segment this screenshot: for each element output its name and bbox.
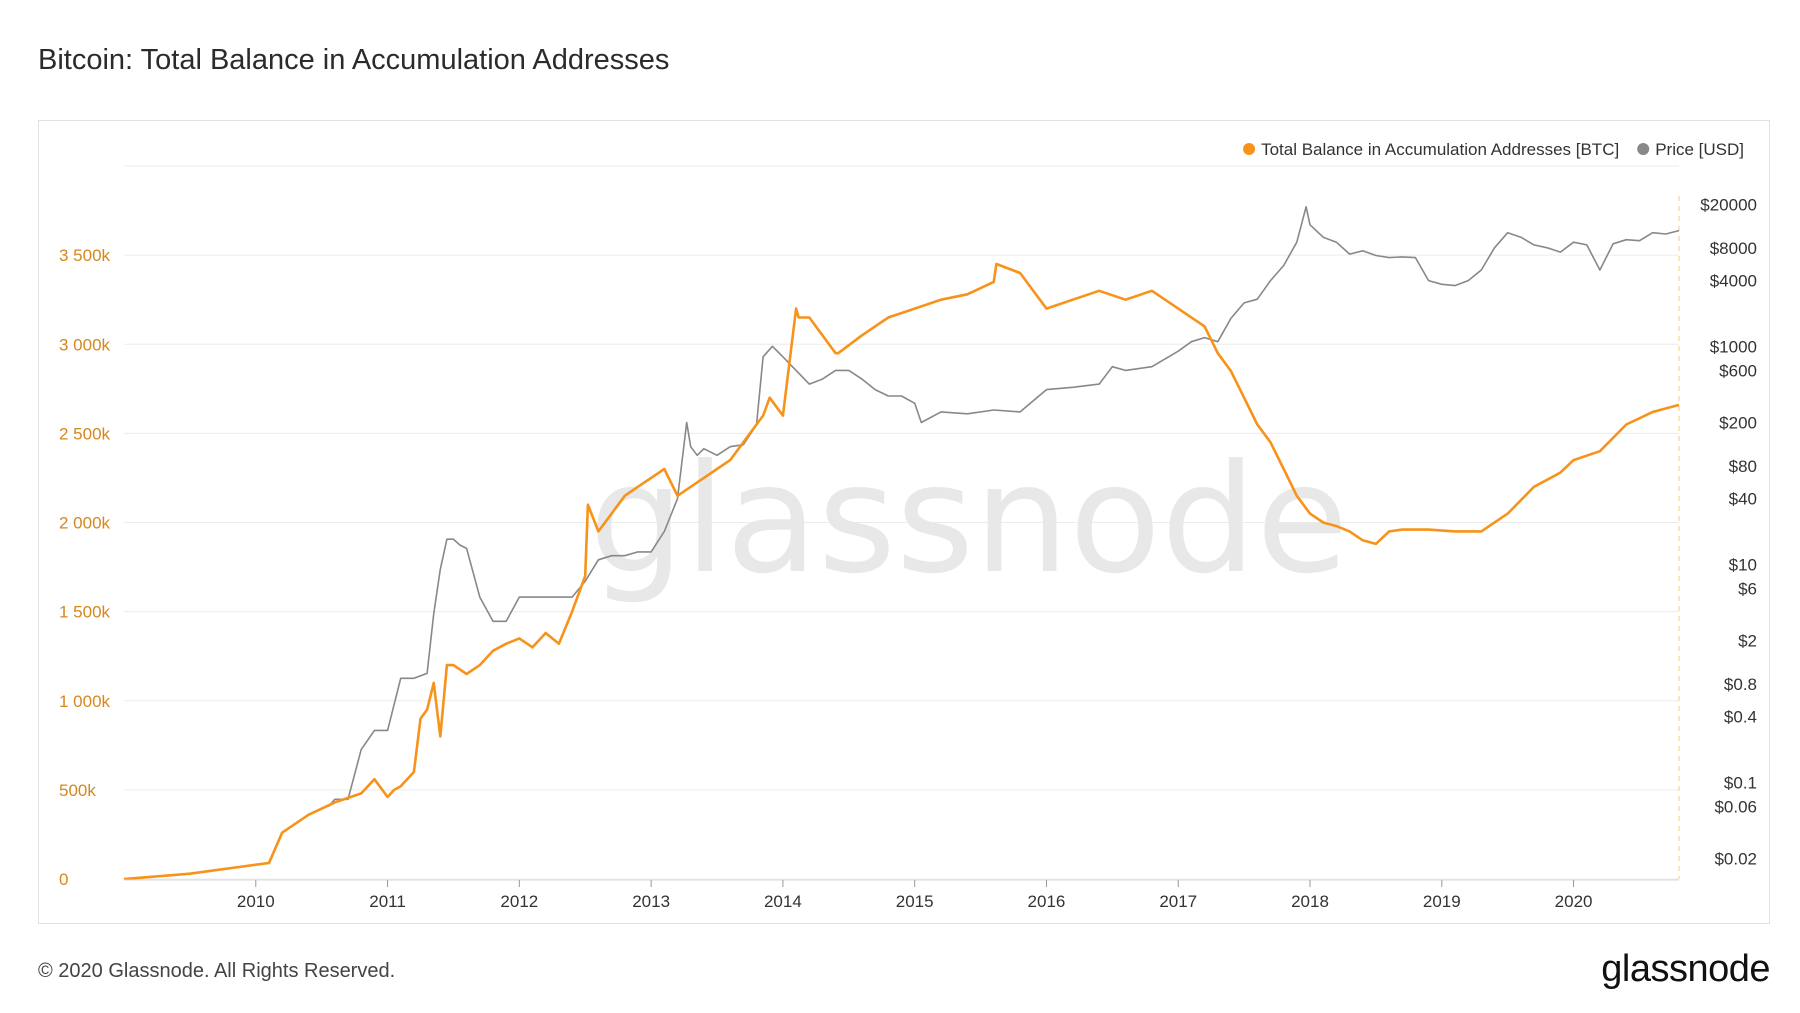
legend: Price [USD] Total Balance in Accumulation… — [1243, 140, 1744, 159]
left-axis-ticks: 0 500k 1 000k 1 500k 2 000k 2 500k 3 000k 3 500… — [59, 246, 111, 889]
x-tick-label: 2015 — [896, 892, 934, 911]
x-tick-label: 2013 — [632, 892, 670, 911]
right-tick-label: $10 — [1729, 555, 1757, 574]
right-tick-label: $40 — [1729, 490, 1757, 509]
chart-svg: glassnode 0 500k 1 000k 1 500k 2 000k 2 500k 3… — [59, 140, 1757, 911]
left-tick-label: 2 500k — [59, 424, 111, 443]
right-tick-label: $0.06 — [1714, 798, 1757, 817]
left-tick-label: 2 000k — [59, 514, 111, 533]
right-tick-label: $200 — [1719, 413, 1757, 432]
x-tick-label: 2018 — [1291, 892, 1329, 911]
x-tick-label: 2011 — [369, 892, 406, 911]
chart-panel: glassnode 0 500k 1 000k 1 500k 2 000k 2 500k 3… — [38, 120, 1770, 924]
right-tick-label: $2 — [1738, 632, 1757, 651]
x-tick-label: 2014 — [764, 892, 802, 911]
legend-label: Price [USD] — [1655, 140, 1744, 159]
right-axis-ticks: $0.02 $0.06 $0.1 $0.4 $0.8 $2 $6 $10 $40 $80 $200 $… — [1700, 195, 1757, 868]
right-tick-label: $1000 — [1710, 337, 1757, 356]
legend-marker — [1243, 143, 1256, 155]
balance-series — [123, 262, 1680, 881]
x-tick-label: 2017 — [1159, 892, 1197, 911]
price-series — [327, 206, 1680, 808]
x-axis-ticks: 2010 2011 2012 2013 2014 2015 2016 2017 2018 2019… — [124, 879, 1679, 911]
right-tick-label: $600 — [1719, 361, 1757, 380]
x-tick-label: 2020 — [1555, 892, 1593, 911]
copyright-text: © 2020 Glassnode. All Rights Reserved. — [38, 960, 396, 982]
x-tick-label: 2010 — [237, 892, 275, 911]
right-tick-label: $0.8 — [1724, 675, 1757, 694]
page-title: Bitcoin: Total Balance in Accumulation A… — [38, 44, 670, 76]
watermark: glassnode — [589, 433, 1348, 607]
legend-label: Total Balance in Accumulation Addresses … — [1261, 140, 1619, 159]
left-tick-label: 1 000k — [59, 692, 111, 711]
right-tick-label: $20000 — [1700, 195, 1757, 214]
price-line — [327, 206, 1680, 808]
balance-line — [123, 262, 1680, 881]
right-tick-label: $8000 — [1710, 239, 1757, 258]
left-tick-label: 3 500k — [59, 246, 111, 265]
x-tick-label: 2012 — [500, 892, 538, 911]
brand-logo: glassnode — [1601, 948, 1770, 990]
left-tick-label: 0 — [59, 870, 68, 889]
left-tick-label: 1 500k — [59, 603, 111, 622]
x-tick-label: 2016 — [1028, 892, 1066, 911]
right-tick-label: $4000 — [1710, 272, 1757, 291]
right-tick-label: $80 — [1729, 457, 1757, 476]
right-tick-label: $6 — [1738, 580, 1757, 599]
legend-marker — [1637, 143, 1650, 155]
right-tick-label: $0.4 — [1724, 708, 1757, 727]
x-tick-label: 2019 — [1423, 892, 1461, 911]
left-tick-label: 500k — [59, 781, 96, 800]
right-tick-label: $0.02 — [1714, 850, 1757, 869]
right-tick-label: $0.1 — [1724, 773, 1757, 792]
left-tick-label: 3 000k — [59, 335, 111, 354]
